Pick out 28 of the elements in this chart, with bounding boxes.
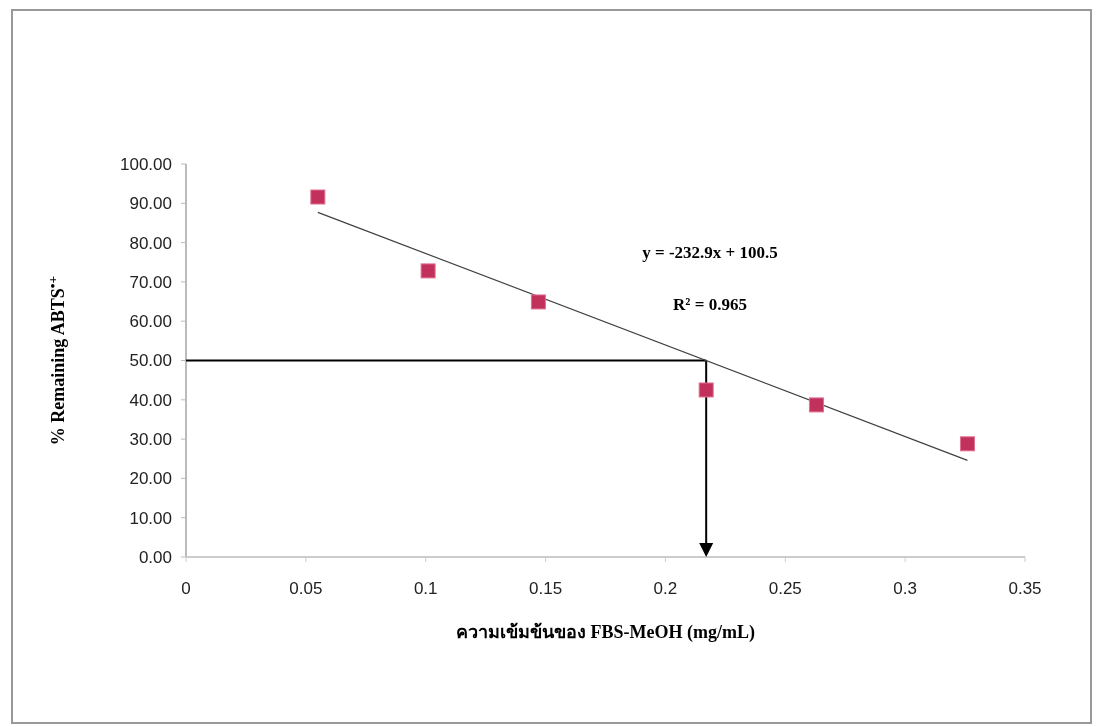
x-tick-label: 0.1: [413, 579, 438, 598]
annotation: R² = 0.965: [673, 295, 747, 314]
x-tick-label: 0.05: [289, 579, 323, 598]
x-tick-label: 0: [181, 579, 191, 598]
x-tick-label: 0.35: [1008, 579, 1042, 598]
annotation: y = -232.9x + 100.5: [642, 243, 778, 262]
point: [698, 382, 714, 398]
y-tick-label: 10.00: [129, 508, 172, 528]
point: [808, 397, 824, 413]
x-tick-label: 0.3: [893, 579, 917, 598]
y-tick-label: 40.00: [129, 390, 172, 410]
y-tick-label: 30.00: [129, 430, 172, 450]
y-tick-label: 90.00: [129, 194, 172, 214]
x-tick-label: 0.25: [768, 579, 802, 598]
x-axis-title: ความเข้มข้นของ FBS-MeOH (mg/mL): [456, 622, 755, 643]
x-tick-label: 0.2: [653, 579, 678, 598]
x-tick-label: 0.15: [529, 579, 563, 598]
y-tick-label: 70.00: [129, 272, 172, 292]
y-tick-label: 60.00: [129, 312, 172, 332]
point: [420, 263, 436, 279]
y-tick-label: 100.00: [120, 154, 172, 174]
y-tick-label: 80.00: [129, 233, 172, 253]
point: [959, 436, 975, 452]
y-tick-label: 20.00: [129, 469, 172, 489]
y-tick-label: 50.00: [129, 351, 172, 371]
point: [530, 294, 546, 310]
y-tick-label: 0.00: [138, 547, 172, 567]
point: [310, 189, 326, 205]
